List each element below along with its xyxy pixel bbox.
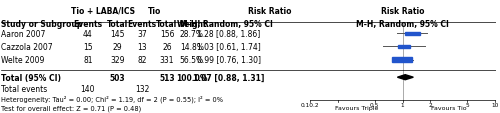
Text: 29: 29	[112, 43, 122, 52]
Text: 513: 513	[159, 73, 175, 82]
Text: Heterogeneity: Tau² = 0.00; Chi² = 1.19, df = 2 (P = 0.55); I² = 0%: Heterogeneity: Tau² = 0.00; Chi² = 1.19,…	[2, 94, 224, 102]
Text: Cazzola 2007: Cazzola 2007	[2, 43, 53, 52]
Text: 0.99 [0.76, 1.30]: 0.99 [0.76, 1.30]	[197, 56, 261, 65]
Text: Total: Total	[107, 20, 128, 29]
Text: 10: 10	[491, 102, 498, 107]
Text: 2: 2	[428, 102, 432, 107]
Text: M-H, Random, 95% CI: M-H, Random, 95% CI	[356, 20, 449, 29]
Text: Welte 2009: Welte 2009	[2, 56, 45, 65]
Text: 37: 37	[138, 29, 147, 38]
Text: 100.0%: 100.0%	[176, 73, 208, 82]
Text: 14.8%: 14.8%	[180, 43, 204, 52]
Text: Tio + LABA/ICS: Tio + LABA/ICS	[70, 7, 134, 16]
Text: Events: Events	[74, 20, 102, 29]
Polygon shape	[398, 75, 413, 80]
Text: 156: 156	[160, 29, 174, 38]
Text: Total (95% CI): Total (95% CI)	[2, 73, 62, 82]
Text: Aaron 2007: Aaron 2007	[2, 29, 46, 38]
Text: 26: 26	[162, 43, 172, 52]
Text: Favours Tio: Favours Tio	[431, 105, 466, 110]
Text: 1: 1	[400, 102, 404, 107]
Text: Weight: Weight	[176, 20, 207, 29]
Text: 503: 503	[110, 73, 126, 82]
Text: Tio: Tio	[148, 7, 162, 16]
Text: 1.03 [0.61, 1.74]: 1.03 [0.61, 1.74]	[197, 43, 260, 52]
Text: Total events: Total events	[2, 84, 48, 93]
Bar	[398, 46, 409, 48]
Text: Study or Subgroup: Study or Subgroup	[2, 20, 83, 29]
Text: 140: 140	[80, 84, 95, 93]
Text: 1.28 [0.88, 1.86]: 1.28 [0.88, 1.86]	[197, 29, 260, 38]
Text: 13: 13	[138, 43, 147, 52]
Text: 82: 82	[138, 56, 147, 65]
Text: 44: 44	[83, 29, 93, 38]
Text: 56.5%: 56.5%	[180, 56, 204, 65]
Text: 28.7%: 28.7%	[180, 29, 204, 38]
Bar	[392, 58, 412, 62]
Text: 132: 132	[135, 84, 150, 93]
Text: Events: Events	[128, 20, 157, 29]
Bar	[405, 32, 420, 36]
Text: 329: 329	[110, 56, 125, 65]
Text: 0.5: 0.5	[370, 102, 380, 107]
Text: M-H, Random, 95% CI: M-H, Random, 95% CI	[180, 20, 272, 29]
Text: 331: 331	[160, 56, 174, 65]
Text: Risk Ratio: Risk Ratio	[381, 7, 424, 16]
Text: 81: 81	[83, 56, 92, 65]
Text: 0.10.2: 0.10.2	[301, 102, 320, 107]
Text: 15: 15	[83, 43, 92, 52]
Text: Favours Triple: Favours Triple	[334, 105, 378, 110]
Text: Test for overall effect: Z = 0.71 (P = 0.48): Test for overall effect: Z = 0.71 (P = 0…	[2, 105, 141, 111]
Text: 145: 145	[110, 29, 125, 38]
Text: Risk Ratio: Risk Ratio	[248, 7, 292, 16]
Text: 1.07 [0.88, 1.31]: 1.07 [0.88, 1.31]	[193, 73, 264, 82]
Text: 5: 5	[465, 102, 469, 107]
Text: Total: Total	[156, 20, 178, 29]
